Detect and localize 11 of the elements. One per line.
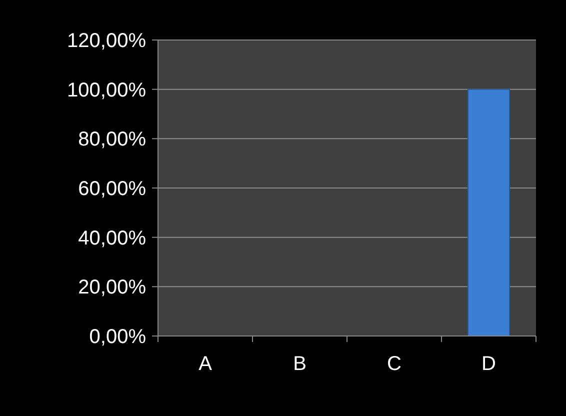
y-tick-label: 0,00% bbox=[89, 326, 146, 348]
y-tick-label: 60,00% bbox=[78, 178, 146, 200]
y-tick-label: 20,00% bbox=[78, 276, 146, 299]
x-tick-label: A bbox=[198, 353, 213, 375]
y-tick-label: 100,00% bbox=[67, 79, 146, 102]
x-tick-label: D bbox=[482, 353, 496, 375]
x-tick-label: C bbox=[387, 353, 402, 375]
x-tick-label: B bbox=[293, 353, 306, 375]
y-tick-label: 80,00% bbox=[78, 128, 146, 151]
y-tick-label: 40,00% bbox=[78, 227, 146, 250]
y-tick-label: 120,00% bbox=[67, 30, 146, 52]
